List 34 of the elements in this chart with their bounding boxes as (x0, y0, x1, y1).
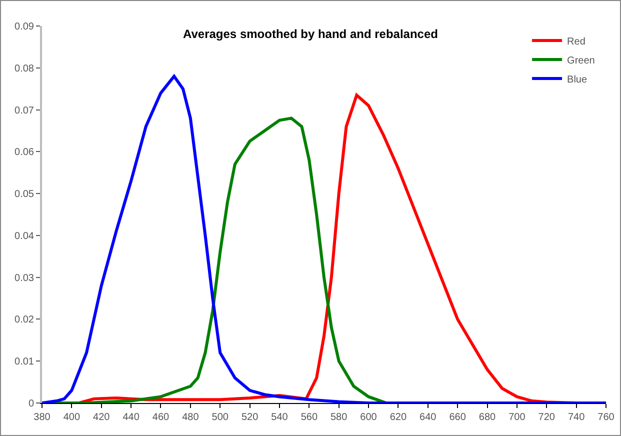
y-tick-label: 0.05 (14, 189, 34, 200)
legend-label: Blue (567, 74, 588, 86)
x-tick-label: 380 (34, 412, 51, 423)
x-tick-label: 660 (449, 412, 466, 423)
y-tick-label: 0.06 (14, 147, 34, 158)
y-tick-label: 0.04 (14, 230, 34, 242)
y-tick-label: 0.08 (14, 63, 34, 74)
x-tick-label: 580 (330, 412, 348, 423)
x-tick-label: 440 (122, 412, 140, 423)
x-tick-label: 680 (478, 412, 496, 423)
y-tick-label: 0.01 (14, 356, 34, 368)
x-tick-label: 600 (360, 412, 378, 423)
x-tick-label: 700 (508, 412, 526, 423)
x-tick-label: 520 (241, 412, 259, 423)
x-tick-label: 640 (420, 412, 437, 423)
x-tick-label: 540 (271, 412, 288, 423)
x-tick-label: 560 (300, 412, 318, 423)
y-tick-label: 0.07 (14, 105, 34, 116)
y-tick-label: 0.03 (14, 272, 34, 284)
legend-label: Red (567, 36, 586, 48)
y-tick-label: 0 (28, 398, 34, 410)
x-tick-label: 460 (152, 412, 170, 423)
y-tick-label: 0.02 (14, 314, 34, 326)
x-tick-label: 420 (93, 412, 110, 423)
x-tick-label: 760 (598, 412, 615, 423)
x-tick-label: 720 (538, 412, 556, 423)
legend-label: Green (567, 55, 595, 66)
chart-title: Averages smoothed by hand and rebalanced (183, 26, 438, 41)
x-tick-label: 480 (182, 412, 200, 423)
x-tick-label: 400 (63, 412, 80, 423)
x-tick-label: 740 (568, 412, 586, 423)
x-tick-label: 620 (390, 412, 407, 423)
y-tick-label: 0.09 (14, 22, 34, 32)
x-tick-label: 500 (212, 412, 229, 423)
